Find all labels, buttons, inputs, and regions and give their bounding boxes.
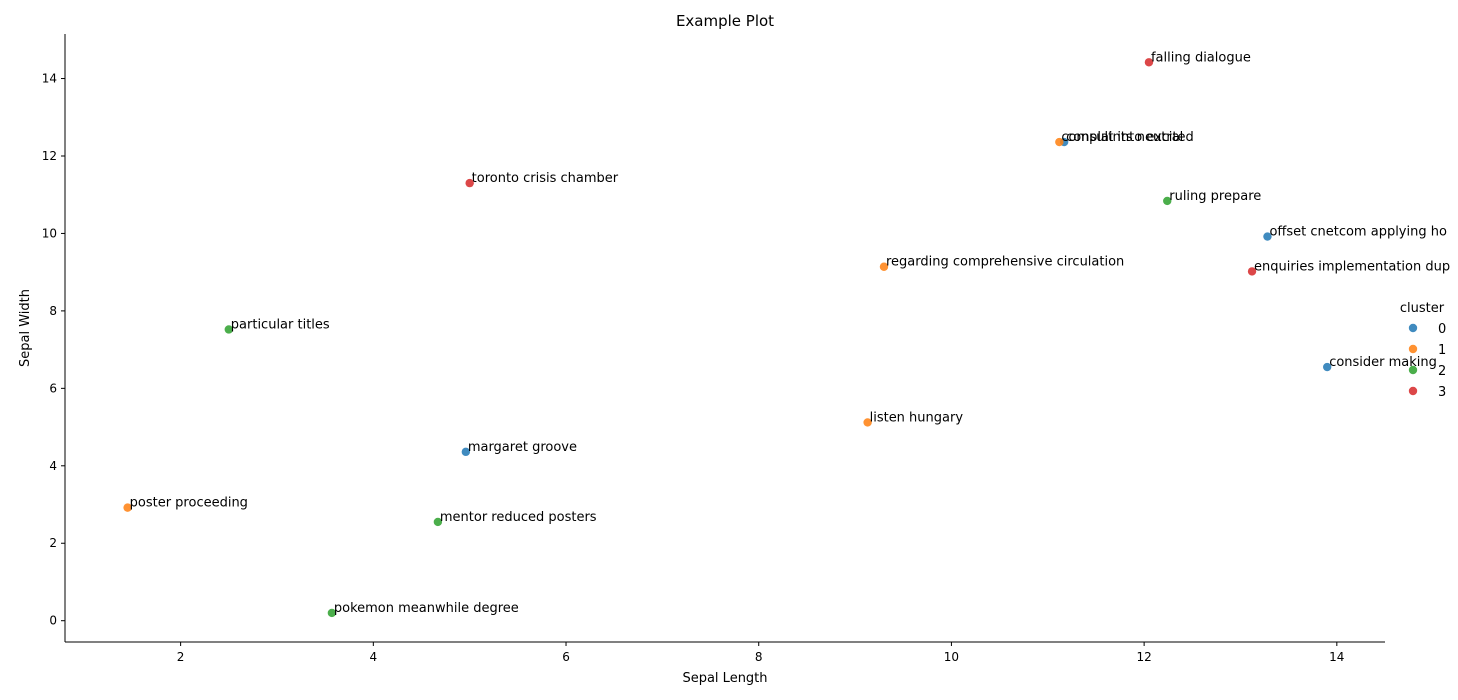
x-tick-label: 14 [1329,650,1344,664]
point-label: pokemon meanwhile degree [334,601,519,616]
x-tick-label: 8 [755,650,763,664]
data-point [465,178,474,188]
y-axis-title: Sepal Width [18,289,33,367]
point-label: enquiries implementation dup [1254,259,1450,274]
data-point [1055,137,1064,147]
data-point [327,608,337,618]
legend: cluster 0 1 2 3 [1400,301,1446,400]
point-label: falling dialogue [1151,50,1251,65]
data-point [123,503,132,512]
legend-title: cluster [1400,301,1445,316]
legend-marker [1408,323,1418,333]
y-tick-label: 0 [49,614,57,628]
data-point [433,517,443,527]
data-point [1263,232,1272,241]
y-tick-label: 4 [49,459,57,473]
point-label: listen hungary [870,410,964,425]
point-label: consider making [1329,355,1437,370]
x-tick-label: 2 [177,650,185,664]
point-label: offset cnetcom applying ho [1269,225,1447,240]
data-point [1163,196,1172,206]
y-tick-label: 6 [49,381,57,395]
axes: 2 4 6 8 10 12 14 0 2 4 6 8 10 12 14 [42,34,1385,664]
data-point [879,262,889,271]
data-point [863,418,872,427]
point-label: ruling prepare [1169,189,1261,204]
point-label: regarding comprehensive circulation [886,255,1124,270]
point-label: complaints neutral [1061,130,1183,145]
point-label: toronto crisis chamber [472,171,619,186]
y-tick-label: 12 [42,149,57,163]
point-label: mentor reduced posters [440,510,597,525]
y-tick-label: 10 [42,226,57,240]
point-label: margaret groove [468,440,577,455]
x-tick-label: 4 [370,650,378,664]
data-point [1247,267,1257,276]
data-point [1322,362,1332,372]
x-tick-label: 12 [1136,650,1151,664]
y-tick-label: 8 [49,304,57,318]
legend-label: 1 [1438,343,1446,358]
y-tick-label: 2 [49,536,57,550]
data-point [1144,58,1154,67]
legend-label: 0 [1438,322,1446,337]
point-label: particular titles [231,317,330,332]
data-point [461,447,471,457]
point-label: poster proceeding [130,496,248,511]
legend-label: 2 [1438,364,1446,379]
chart-title: Example Plot [676,12,774,30]
x-axis-title: Sepal Length [682,671,767,686]
data-points: falling dialogue consult into excitedcomp… [123,50,1450,618]
legend-label: 3 [1438,385,1446,400]
point-label: consult into excited [1066,130,1194,145]
x-tick-label: 6 [562,650,570,664]
legend-marker [1408,365,1418,375]
legend-marker [1408,386,1418,396]
data-point [224,325,233,334]
legend-marker [1408,344,1418,354]
x-tick-label: 10 [944,650,959,664]
y-tick-label: 14 [42,72,57,86]
